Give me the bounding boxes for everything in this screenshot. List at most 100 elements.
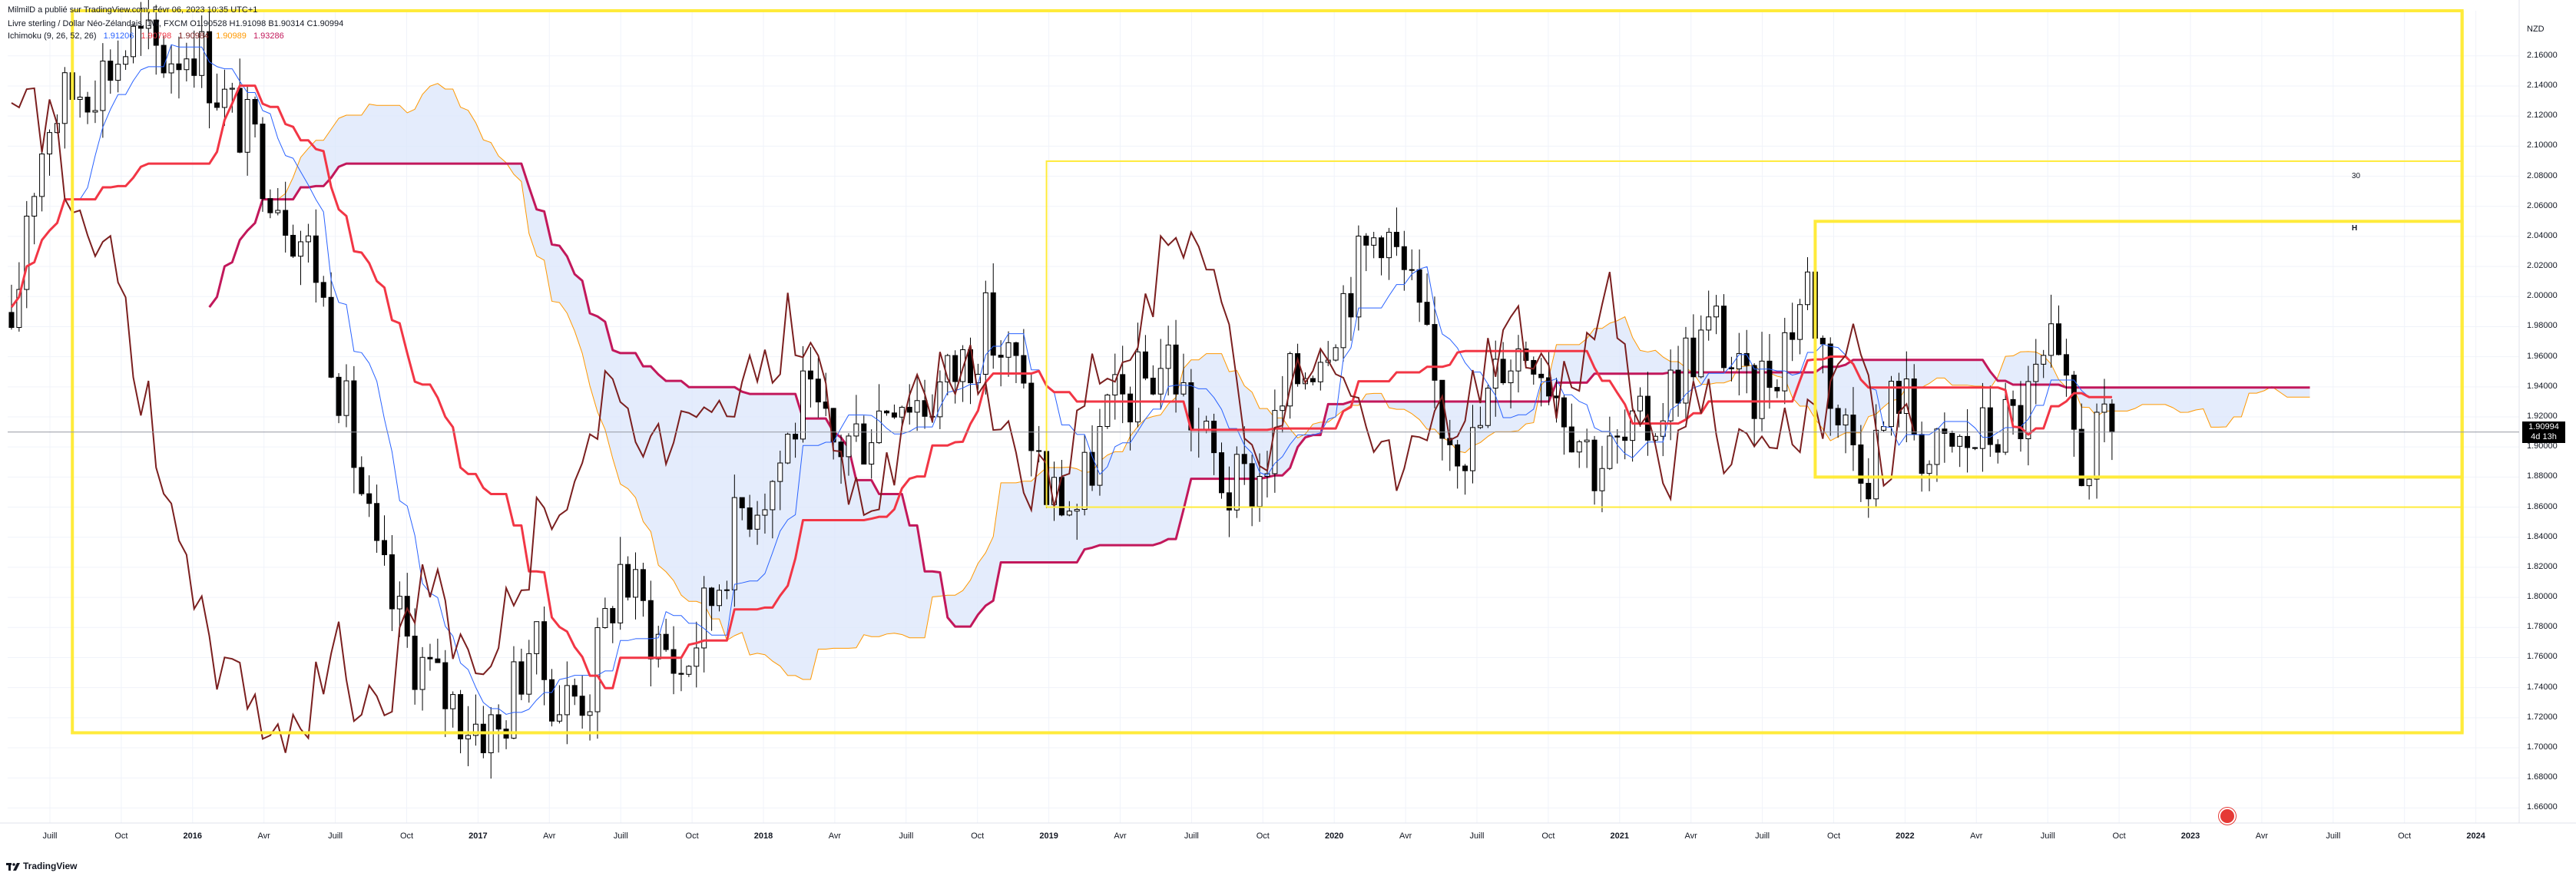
candle-body — [785, 434, 791, 464]
candle-body — [1630, 410, 1636, 441]
candle-body — [1393, 232, 1399, 247]
candle-body — [131, 25, 136, 58]
annotation-rectangle — [1813, 220, 2464, 479]
candle-body — [359, 467, 365, 494]
candle-body — [2010, 398, 2016, 406]
candle-body — [1591, 439, 1598, 491]
candle-body — [100, 61, 106, 111]
candle-body — [214, 102, 220, 108]
candle-body — [404, 596, 410, 637]
candle-body — [2025, 381, 2031, 439]
candle-body — [207, 31, 213, 104]
candle-body — [884, 410, 889, 414]
candle-body — [701, 587, 707, 649]
candle-body — [237, 88, 243, 153]
candle-body — [1249, 463, 1255, 507]
chikou-line — [11, 87, 1915, 753]
ichimoku-value-kijun: 1.90798 — [141, 31, 172, 41]
candle-body — [1866, 482, 1872, 500]
candle-body — [556, 714, 562, 722]
candle-body — [1074, 509, 1080, 512]
candle-body — [1241, 454, 1247, 464]
candle-body — [1903, 378, 1909, 414]
event-flag-icon[interactable] — [2219, 808, 2236, 825]
candle-body — [2086, 478, 2092, 487]
candle-body — [161, 45, 167, 74]
candle-body — [1157, 368, 1164, 395]
candle-body — [77, 96, 83, 101]
candle-body — [1607, 435, 1613, 469]
candle-body — [1987, 407, 1993, 445]
candle-body — [1477, 425, 1483, 428]
candle-body — [1568, 426, 1574, 453]
candle-body — [480, 723, 486, 754]
candle-body — [16, 289, 22, 329]
candle-body — [1889, 381, 1894, 428]
candle-body — [2041, 355, 2047, 365]
candle-body — [283, 210, 289, 236]
box-marker-label-high: H — [2352, 224, 2358, 233]
candle-body — [526, 653, 532, 695]
candle-body — [427, 656, 433, 659]
candle-body — [853, 423, 859, 437]
candle-body — [1919, 434, 1925, 474]
candle-body — [2078, 428, 2084, 487]
candle-body — [1736, 352, 1742, 369]
candle-body — [1211, 421, 1217, 454]
candle-body — [275, 210, 281, 213]
candle-body — [541, 621, 548, 680]
candle-body — [1416, 269, 1422, 303]
candle-body — [1180, 382, 1187, 395]
candle-body — [1379, 237, 1385, 259]
candle-body — [1713, 306, 1720, 318]
candle-body — [1515, 348, 1521, 372]
candle-body — [221, 88, 227, 108]
candle-body — [92, 110, 98, 113]
candle-body — [1584, 439, 1590, 442]
candle-body — [2094, 412, 2100, 480]
candle-body — [937, 381, 943, 418]
ichimoku-value-tenkan: 1.91206 — [103, 31, 134, 41]
candle-body — [952, 355, 959, 382]
candle-body — [770, 481, 776, 511]
candle-body — [435, 658, 441, 663]
symbol-legend[interactable]: Livre sterling / Dollar Néo-Zélandais, 1… — [8, 18, 348, 29]
box-marker-label-upper: 30 — [2352, 172, 2361, 180]
candle-body — [153, 19, 159, 46]
candle-body — [267, 198, 273, 213]
candle-body — [412, 636, 418, 690]
candle-body — [458, 694, 464, 739]
candle-body — [229, 88, 235, 90]
candle-body — [1835, 408, 1841, 426]
candle-body — [709, 587, 715, 607]
candle-body — [1508, 370, 1514, 384]
candle-body — [793, 434, 799, 440]
candle-body — [663, 633, 669, 650]
tradingview-footer[interactable]: TradingView — [6, 861, 77, 871]
candle-body — [328, 296, 334, 378]
candle-body — [906, 406, 912, 413]
candle-body — [252, 98, 258, 125]
candle-body — [1432, 324, 1438, 381]
candle-body — [2063, 354, 2069, 376]
candle-body — [495, 714, 502, 730]
candle-body — [465, 735, 471, 739]
candle-body — [1135, 351, 1141, 423]
candle-body — [366, 493, 372, 504]
candle-body — [1850, 415, 1856, 445]
candle-body — [1021, 355, 1027, 384]
candle-body — [108, 61, 114, 81]
ichimoku-legend[interactable]: Ichimoku (9, 26, 52, 26) 1.91206 1.90798… — [8, 31, 289, 41]
candle-body — [1858, 444, 1864, 484]
candle-body — [1386, 232, 1392, 259]
candle-body — [1660, 420, 1666, 437]
candle-body — [2002, 398, 2008, 453]
candle-body — [199, 31, 205, 76]
candle-body — [168, 63, 174, 74]
candle-body — [8, 312, 15, 329]
candle-body — [655, 633, 661, 659]
candle-body — [1896, 381, 1902, 414]
candle-body — [633, 569, 638, 598]
chart-header: MilmilD a publié sur TradingView.com, Fé… — [8, 5, 257, 15]
